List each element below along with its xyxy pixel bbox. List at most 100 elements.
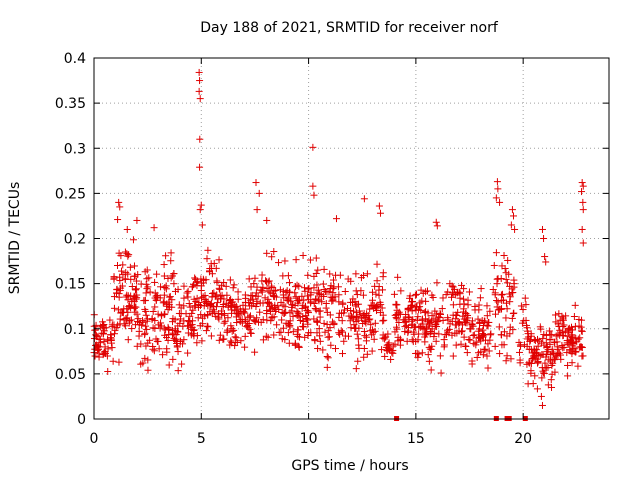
data-point [182,310,190,318]
data-point [151,278,159,286]
data-point [149,307,157,315]
data-point [176,319,184,327]
data-point [381,352,389,360]
data-point [411,291,419,299]
data-point [116,320,124,328]
data-point [519,306,527,314]
y-tick-label: 0.15 [55,277,86,293]
data-point [518,319,526,327]
data-point [275,306,283,314]
data-point [298,304,306,312]
data-point [100,324,108,332]
data-point [294,332,302,340]
data-point [427,366,435,374]
data-point [559,344,567,352]
data-point [376,298,384,306]
data-point [223,291,231,299]
data-point [327,341,335,349]
data-point [252,292,260,300]
data-point [444,316,452,324]
data-point [180,282,188,290]
data-point [285,320,293,328]
data-point [129,236,137,244]
data-point [264,333,272,341]
data-point [571,322,579,330]
data-point [340,309,348,317]
data-point [323,320,331,328]
data-point [408,307,416,315]
data-point [262,332,270,340]
data-point [517,302,525,310]
data-point [286,321,294,329]
data-point [123,225,131,233]
data-point [479,326,487,334]
data-point [391,311,399,319]
data-point [131,303,139,311]
data-point [293,281,301,289]
data-point [143,317,151,325]
data-point [174,348,182,356]
data-point [259,336,267,344]
data-point [174,328,182,336]
data-point [199,293,207,301]
data-point [557,355,565,363]
data-point [115,249,123,257]
data-point [258,271,266,279]
data-point [234,295,242,303]
data-point [232,334,240,342]
data-point [503,352,511,360]
data-point [506,293,514,301]
data-point [404,304,412,312]
data-point [285,339,293,347]
data-point [170,280,178,288]
data-point [498,297,506,305]
data-point [502,357,510,365]
data-point [284,297,292,305]
data-point [322,304,330,312]
data-point [210,308,218,316]
data-point [539,335,547,343]
data-point [341,287,349,295]
data-point [414,353,422,361]
data-point [193,339,201,347]
data-point [270,331,278,339]
data-point [312,296,320,304]
data-point [202,297,210,305]
data-point [332,215,340,223]
data-point [106,316,114,324]
data-point [349,314,357,322]
data-point [457,340,465,348]
data-point [507,221,515,229]
data-point [449,311,457,319]
data-point [162,285,170,293]
data-point [323,308,331,316]
data-point [535,337,543,345]
data-point [198,221,206,229]
data-point [427,328,435,336]
data-point [118,282,126,290]
data-point [113,261,121,269]
data-point [508,285,516,293]
data-point [155,321,163,329]
data-point [312,254,320,262]
data-point [504,256,512,264]
data-point [500,328,508,336]
data-point [435,330,443,338]
data-point [391,340,399,348]
data-point [184,287,192,295]
data-point [303,292,311,300]
data-point [496,350,504,358]
data-point [322,287,330,295]
data-point [137,340,145,348]
data-point [118,267,126,275]
data-point [498,262,506,270]
data-point [579,182,587,190]
data-point [483,321,491,329]
data-point [91,352,99,360]
data-point [199,320,207,328]
data-point [250,280,258,288]
data-point [91,326,99,334]
data-point [359,271,367,279]
data-point [247,329,255,337]
data-point [366,315,374,323]
